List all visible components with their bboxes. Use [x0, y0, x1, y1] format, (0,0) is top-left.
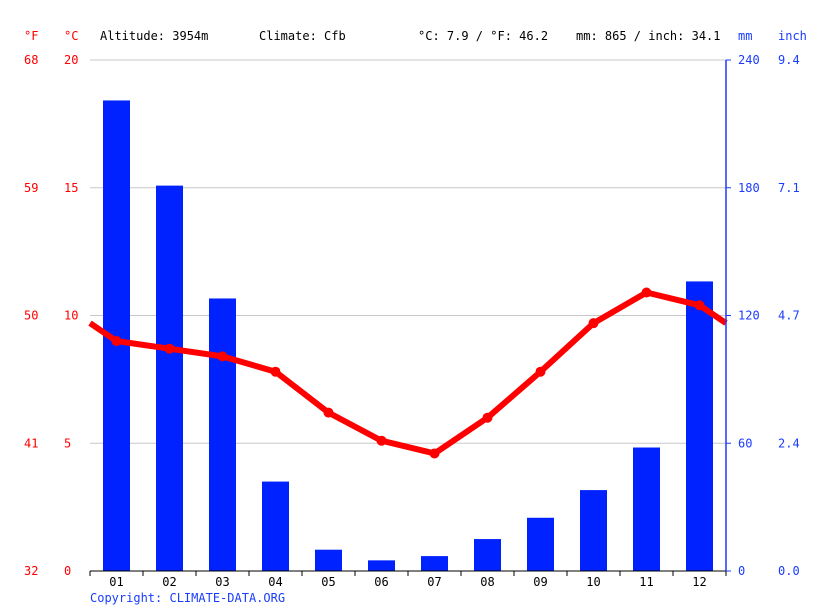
- month-tick-label: 02: [162, 575, 176, 589]
- temperature-line: [88, 287, 728, 459]
- temperature-point: [323, 407, 334, 418]
- temperature-point: [217, 351, 228, 362]
- axes: [89, 59, 731, 576]
- temperature-point: [641, 287, 652, 298]
- month-tick-label: 05: [321, 575, 335, 589]
- temperature-average-label: °C: 7.9 / °F: 46.2: [418, 29, 548, 43]
- inch-unit-label: inch: [778, 29, 807, 43]
- temperature-point: [429, 448, 440, 459]
- precipitation-bar: [315, 549, 342, 571]
- month-tick-label: 10: [586, 575, 600, 589]
- temperature-point: [164, 343, 175, 354]
- climate-label: Climate: Cfb: [259, 29, 346, 43]
- fahrenheit-tick-label: 59: [24, 181, 38, 195]
- celsius-tick-label: 5: [64, 436, 71, 450]
- inch-tick-label: 4.7: [778, 309, 800, 323]
- celsius-tick-label: 20: [64, 53, 78, 67]
- temperature-point: [588, 318, 599, 329]
- temperature-series-line: [88, 289, 728, 457]
- altitude-label: Altitude: 3954m: [100, 29, 208, 43]
- precipitation-bar: [209, 298, 236, 571]
- temperature-point: [535, 366, 546, 377]
- celsius-tick-label: 15: [64, 181, 78, 195]
- month-tick-label: 09: [533, 575, 547, 589]
- temperature-point: [376, 435, 387, 446]
- mm-unit-label: mm: [738, 29, 752, 43]
- month-tick-label: 01: [109, 575, 123, 589]
- inch-tick-label: 0.0: [778, 564, 800, 578]
- month-tick-label: 08: [480, 575, 494, 589]
- month-tick-label: 12: [692, 575, 706, 589]
- copyright-label: Copyright: CLIMATE-DATA.ORG: [90, 591, 286, 605]
- precipitation-bar: [262, 481, 289, 571]
- month-tick-label: 03: [215, 575, 229, 589]
- precipitation-bar: [474, 539, 501, 571]
- mm-tick-label: 180: [738, 181, 760, 195]
- precipitation-bar: [633, 447, 660, 571]
- precipitation-bars: [103, 100, 713, 572]
- month-tick-label: 07: [427, 575, 441, 589]
- inch-tick-label: 2.4: [778, 436, 800, 450]
- inch-tick-label: 9.4: [778, 53, 800, 67]
- temperature-point: [482, 412, 493, 423]
- fahrenheit-tick-label: 41: [24, 436, 38, 450]
- grid-lines: [90, 59, 726, 444]
- precipitation-total-label: mm: 865 / inch: 34.1: [576, 29, 721, 43]
- mm-tick-label: 240: [738, 53, 760, 67]
- mm-tick-label: 0: [738, 564, 745, 578]
- celsius-tick-label: 0: [64, 564, 71, 578]
- fahrenheit-tick-label: 68: [24, 53, 38, 67]
- month-tick-label: 04: [268, 575, 282, 589]
- precipitation-bar: [156, 185, 183, 571]
- precipitation-bar: [421, 556, 448, 571]
- month-tick-label: 06: [374, 575, 388, 589]
- temperature-point: [111, 336, 122, 347]
- fahrenheit-unit-label: °F: [24, 29, 38, 43]
- celsius-tick-label: 10: [64, 309, 78, 323]
- precipitation-bar: [527, 517, 554, 571]
- inch-tick-label: 7.1: [778, 181, 800, 195]
- mm-tick-label: 120: [738, 309, 760, 323]
- fahrenheit-tick-label: 50: [24, 309, 38, 323]
- fahrenheit-tick-label: 32: [24, 564, 38, 578]
- precipitation-bar: [368, 560, 395, 571]
- precipitation-bar: [580, 490, 607, 571]
- month-tick-label: 11: [639, 575, 653, 589]
- precipitation-bar: [686, 281, 713, 571]
- tick-labels: 68 20 240 9.459 15 180 7.150 10 120 4.741 5 60 2.432…: [24, 53, 800, 589]
- mm-tick-label: 60: [738, 436, 752, 450]
- celsius-unit-label: °C: [64, 29, 78, 43]
- temperature-point: [694, 300, 705, 311]
- temperature-point: [270, 366, 281, 377]
